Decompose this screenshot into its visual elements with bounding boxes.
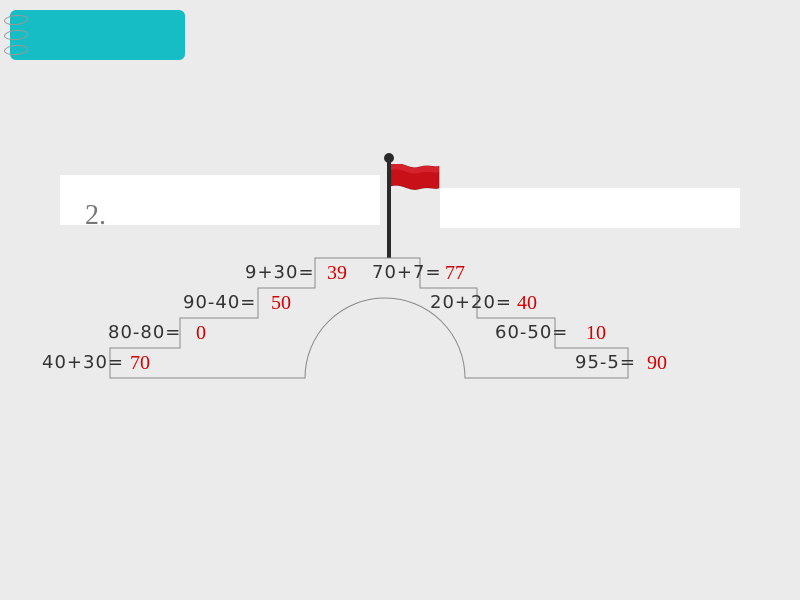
stair-outline xyxy=(0,0,800,600)
problem-number: 2. xyxy=(85,200,106,232)
right-equation-0: 70+7= xyxy=(372,262,442,283)
right-answer-2: 10 xyxy=(586,322,606,345)
left-answer-3: 70 xyxy=(130,352,150,375)
spiral-ring xyxy=(4,30,28,40)
right-answer-1: 40 xyxy=(517,292,537,315)
notebook-tab xyxy=(10,10,185,60)
left-answer-1: 50 xyxy=(271,292,291,315)
right-equation-1: 20+20= xyxy=(430,292,512,313)
spiral-ring xyxy=(4,45,28,55)
right-equation-3: 95-5= xyxy=(575,352,636,373)
left-answer-2: 0 xyxy=(196,322,206,345)
white-box-right xyxy=(440,188,740,228)
flag-finial xyxy=(384,153,394,163)
left-equation-0: 9+30= xyxy=(245,262,315,283)
right-answer-3: 90 xyxy=(647,352,667,375)
left-answer-0: 39 xyxy=(327,262,347,285)
flag-icon xyxy=(391,164,441,198)
flag xyxy=(387,158,391,258)
white-box-left xyxy=(60,175,380,225)
left-equation-1: 90-40= xyxy=(183,292,256,313)
left-equation-2: 80-80= xyxy=(108,322,181,343)
left-equation-3: 40+30= xyxy=(42,352,124,373)
right-answer-0: 77 xyxy=(445,262,465,285)
spiral-ring xyxy=(4,15,28,25)
right-equation-2: 60-50= xyxy=(495,322,568,343)
